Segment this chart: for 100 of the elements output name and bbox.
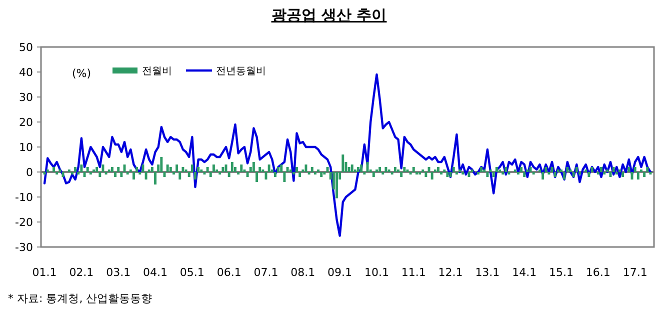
- bar: [277, 167, 280, 172]
- bar: [622, 172, 624, 177]
- bar: [554, 172, 556, 177]
- bar: [304, 164, 308, 172]
- x-tick-label: 16.1: [586, 266, 610, 279]
- bar: [182, 167, 184, 172]
- x-tick-label: 03.1: [106, 266, 131, 279]
- y-tick-label: 50: [19, 41, 33, 54]
- x-tick-label: 07.1: [254, 266, 278, 279]
- bar: [206, 167, 209, 172]
- annotation: (%): [72, 67, 92, 80]
- bar: [120, 172, 123, 177]
- bar: [228, 172, 230, 177]
- bar: [550, 167, 554, 172]
- bar: [636, 172, 640, 180]
- bar: [504, 167, 508, 172]
- y-tick-label: -20: [15, 216, 33, 229]
- y-tick-label: -30: [15, 241, 33, 254]
- bar: [588, 172, 590, 177]
- bar: [492, 172, 495, 177]
- bar: [286, 167, 289, 172]
- text: * 자료: 통계청, 산업활동동향: [8, 292, 152, 305]
- x-tick-label: 10.1: [364, 266, 389, 279]
- bar: [86, 167, 89, 172]
- bar: [378, 167, 382, 172]
- x-tick-label: 09.1: [328, 266, 352, 279]
- bar: [117, 167, 120, 172]
- bar: [150, 167, 154, 172]
- bar: [563, 172, 566, 180]
- bar: [110, 167, 114, 172]
- bar: [74, 167, 77, 172]
- bar: [52, 167, 55, 172]
- bar: [268, 164, 270, 172]
- legend-label: 전월비: [142, 66, 172, 77]
- bar: [446, 172, 449, 177]
- bar: [590, 167, 594, 172]
- x-tick-label: 12.1: [438, 266, 463, 279]
- bar: [520, 167, 523, 172]
- bar: [132, 172, 135, 180]
- bar: [394, 167, 396, 172]
- x-tick-label: 05.1: [180, 266, 204, 279]
- bar: [188, 172, 190, 177]
- bar: [572, 172, 575, 177]
- bar: [643, 172, 646, 177]
- bar: [280, 164, 283, 172]
- x-tick-label: 04.1: [143, 266, 168, 279]
- bar: [437, 167, 440, 172]
- y-tick-label: 40: [19, 66, 33, 79]
- x-tick-label: 06.1: [216, 266, 242, 279]
- bar: [400, 172, 403, 177]
- bar: [194, 172, 196, 180]
- bar: [298, 172, 302, 177]
- bar: [256, 172, 258, 182]
- bar: [222, 167, 224, 172]
- bar: [612, 167, 615, 172]
- bar: [600, 167, 602, 172]
- bar: [154, 172, 156, 184]
- bar: [430, 172, 434, 180]
- bar: [212, 164, 215, 172]
- bar: [350, 164, 354, 172]
- bar: [96, 167, 98, 172]
- bar: [83, 172, 86, 177]
- title: 광공업 생산 추이: [271, 6, 387, 24]
- bar: [176, 164, 178, 172]
- legend-label: 전년동월비: [216, 66, 266, 77]
- bar: [144, 172, 148, 180]
- bar: [372, 172, 375, 177]
- y-tick-label: 30: [19, 91, 33, 104]
- bar: [486, 172, 489, 177]
- x-tick-label: 17.1: [622, 266, 648, 279]
- bar: [136, 167, 138, 172]
- bar: [246, 172, 249, 177]
- bar: [544, 167, 548, 172]
- bar: [190, 164, 194, 172]
- bar: [336, 172, 338, 198]
- bar: [403, 167, 406, 172]
- x-tick-label: 02.1: [69, 266, 94, 279]
- x-tick-label: 13.1: [475, 266, 500, 279]
- y-tick-label: 0: [26, 166, 33, 179]
- x-tick-label: 08.1: [290, 266, 316, 279]
- bar: [449, 172, 452, 177]
- y-tick-label: 10: [19, 141, 33, 154]
- bar: [283, 172, 286, 182]
- bar: [252, 162, 255, 172]
- bar: [296, 167, 298, 172]
- y-tick-label: -10: [15, 191, 33, 204]
- bar: [98, 172, 102, 177]
- bar: [424, 172, 428, 177]
- bar: [495, 167, 498, 172]
- bar: [634, 167, 636, 172]
- bar: [480, 167, 483, 172]
- bar: [178, 172, 182, 180]
- bar: [628, 167, 630, 172]
- x-tick-label: 14.1: [512, 266, 537, 279]
- bar: [209, 172, 212, 177]
- bar: [320, 172, 323, 177]
- bar: [360, 164, 363, 172]
- bar: [412, 167, 415, 172]
- x-tick-label: 01.1: [32, 266, 57, 279]
- bar: [169, 167, 172, 172]
